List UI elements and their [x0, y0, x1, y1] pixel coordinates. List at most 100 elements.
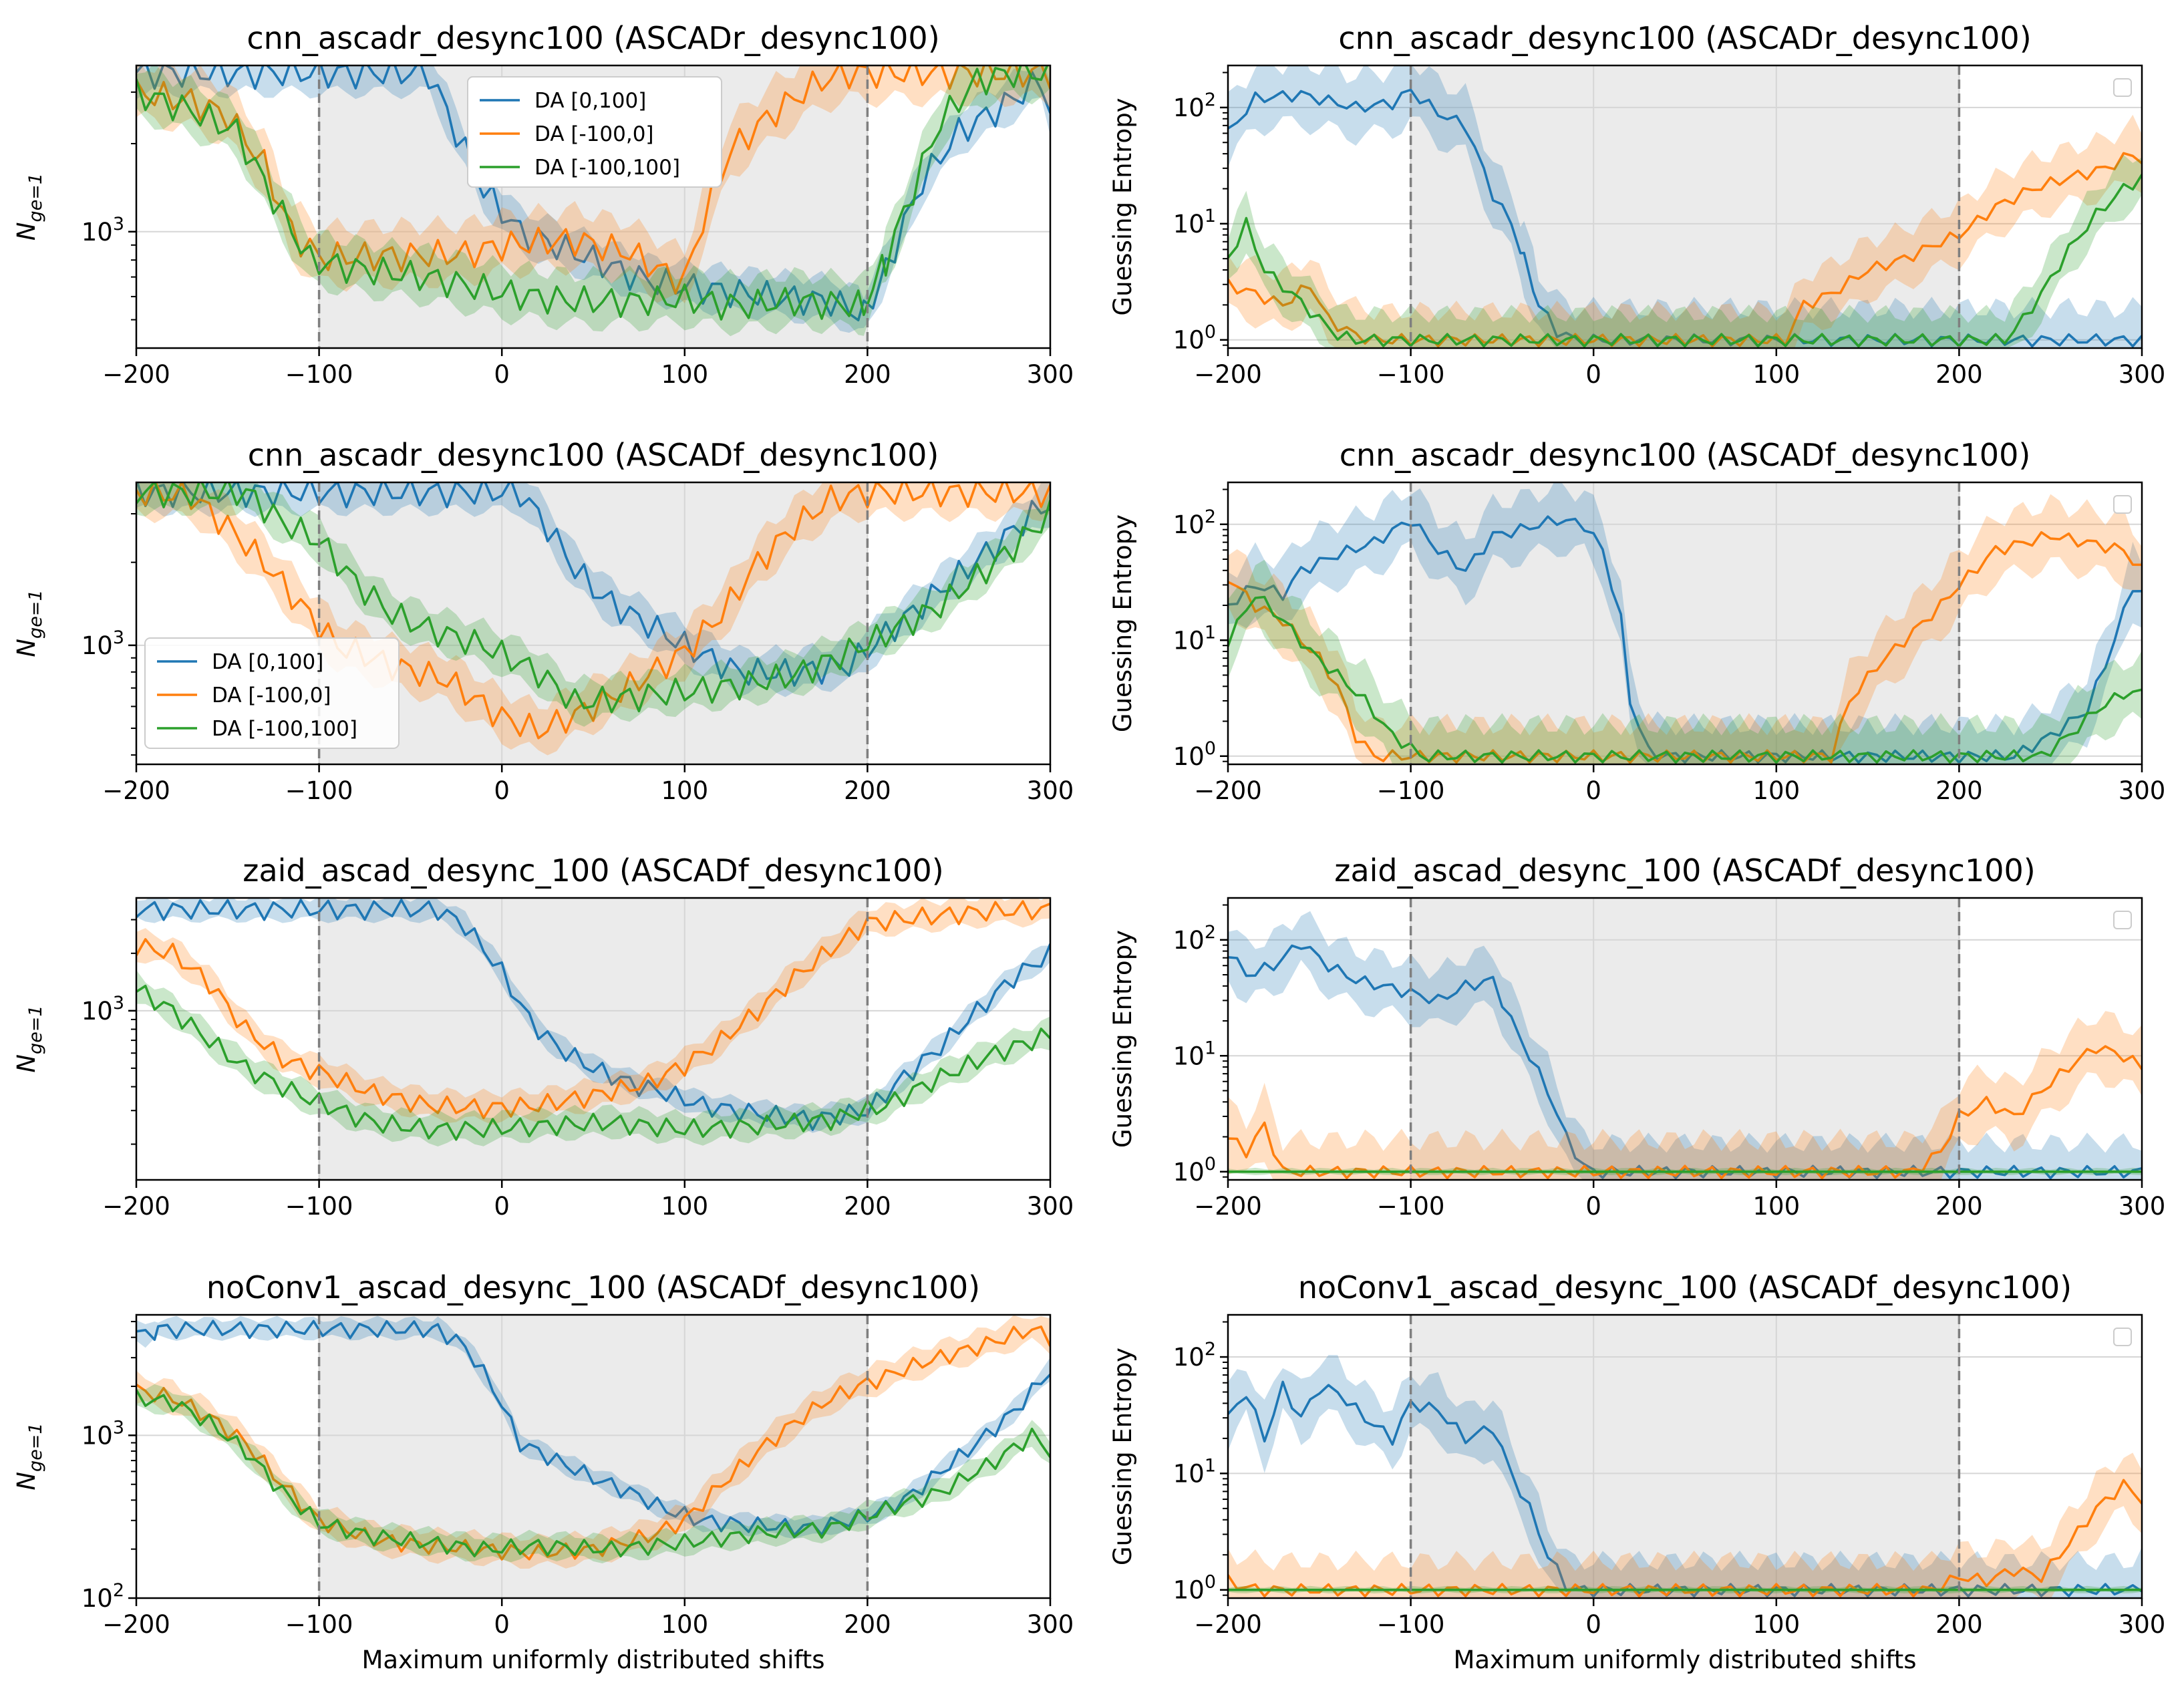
confidence-band	[136, 1384, 1050, 1563]
y-tick-label: 101	[1173, 206, 1216, 239]
legend-label: DA [0,100]	[212, 650, 323, 674]
confidence-band	[1228, 494, 2142, 764]
x-tick-label: −100	[1377, 1610, 1445, 1639]
legend: DA [0,100] DA [-100,0] DA [-100,100]	[144, 637, 400, 749]
confidence-band	[136, 482, 1050, 698]
shaded-region	[1410, 898, 1960, 1180]
series-line	[1228, 595, 2142, 764]
confidence-band	[1228, 65, 2142, 348]
x-tick-label: 300	[1027, 1610, 1074, 1639]
legend-box	[144, 637, 400, 749]
confidence-band	[136, 898, 1050, 1125]
x-tick-label: 0	[494, 1610, 510, 1639]
y-axis-label: Guessing Entropy	[1108, 930, 1137, 1148]
subplot-3: −200 −100 0 100 200 300 103 cnn_ascadr_desync10…	[12, 437, 1074, 805]
x-tick-label: −200	[102, 1192, 170, 1221]
series-line	[1228, 174, 2142, 348]
series-line	[136, 984, 1050, 1141]
y-tick-label: 103	[82, 993, 124, 1026]
x-tick-label: 200	[1935, 776, 1983, 805]
confidence-band	[1228, 1452, 2142, 1598]
y-axis-label: Nge=1	[12, 1422, 46, 1490]
series-group	[1228, 911, 2142, 1180]
y-tick-label: 102	[1173, 922, 1216, 955]
series-line	[136, 1326, 1050, 1561]
x-tick-label: 200	[1935, 360, 1983, 389]
series-line	[136, 1389, 1050, 1558]
confidence-band	[136, 1315, 1050, 1539]
legend-label: DA [-100,100]	[212, 717, 357, 741]
y-axis-label: Nge=1	[12, 1005, 46, 1072]
x-tick-label: 0	[1585, 776, 1601, 805]
x-tick-label: 200	[1935, 1192, 1983, 1221]
x-tick-label: −100	[1377, 360, 1445, 389]
x-tick-label: 300	[2119, 1192, 2166, 1221]
shaded-region	[1410, 1315, 1960, 1598]
series-line	[1228, 1380, 2142, 1598]
x-tick-label: 0	[494, 1192, 510, 1221]
x-tick-label: −200	[1194, 776, 1262, 805]
confidence-band	[1228, 114, 2142, 348]
legend-label: DA [0,100]	[534, 89, 646, 113]
x-tick-label: −200	[102, 776, 170, 805]
subplot-1: −200 −100 0 100 200 300 103 cnn_ascadr_desync10…	[12, 20, 1074, 389]
empty-legend-box	[2113, 911, 2132, 929]
x-axis-label: Maximum uniformly distributed shifts	[1453, 1646, 1916, 1674]
legend-label: DA [-100,0]	[534, 122, 654, 146]
x-tick-label: −200	[102, 360, 170, 389]
subplot-4: −200 −100 0 100 200 300 100 101 102 cnn_ascadr_de…	[1108, 437, 2165, 805]
series-line	[1228, 1479, 2142, 1598]
x-tick-label: −100	[285, 360, 353, 389]
series-line	[1228, 531, 2142, 764]
legend-box	[467, 76, 722, 188]
subplot-8: −200 −100 0 100 200 300 100 101 102 noConv1_ascad…	[1108, 1269, 2165, 1674]
confidence-band	[136, 482, 1050, 727]
y-tick-label: 103	[82, 214, 124, 247]
confidence-band	[1228, 911, 2142, 1180]
y-axis-label: Nge=1	[12, 589, 46, 657]
series-line	[1228, 1045, 2142, 1180]
x-tick-label: −200	[102, 1610, 170, 1639]
axes-frame	[1227, 481, 2143, 766]
series-line	[136, 65, 1050, 321]
axes-frame	[135, 481, 1052, 766]
empty-legend-box	[2113, 78, 2132, 97]
shaded-region	[1410, 482, 1960, 764]
axes-frame	[1227, 897, 2143, 1181]
subplot-title: zaid_ascad_desync_100 (ASCADf_desync100)	[1334, 853, 2035, 889]
x-tick-label: 300	[2119, 776, 2166, 805]
axes-frame	[135, 64, 1052, 349]
confidence-band	[1228, 482, 2142, 764]
series-line	[1228, 944, 2142, 1180]
confidence-band	[1228, 1355, 2142, 1598]
x-tick-label: −100	[1377, 776, 1445, 805]
series-line	[136, 482, 1050, 714]
x-tick-label: 100	[661, 1610, 708, 1639]
empty-legend-box	[2113, 495, 2132, 514]
subplot-title: cnn_ascadr_desync100 (ASCADf_desync100)	[248, 437, 939, 473]
x-tick-label: −200	[1194, 360, 1262, 389]
x-tick-label: 100	[1752, 360, 1800, 389]
subplot-title: noConv1_ascad_desync_100 (ASCADf_desync1…	[206, 1269, 980, 1305]
series-line	[136, 65, 1049, 321]
x-tick-label: 300	[1027, 776, 1074, 805]
subplot-title: cnn_ascadr_desync100 (ASCADr_desync100)	[247, 20, 939, 56]
confidence-band	[1228, 1011, 2142, 1180]
x-tick-label: 0	[1585, 1192, 1601, 1221]
y-tick-label: 103	[82, 1417, 124, 1450]
series-group	[1228, 65, 2142, 348]
x-tick-label: 200	[844, 360, 891, 389]
series-line	[1228, 515, 2142, 764]
series-group	[136, 1315, 1050, 1569]
axes-frame	[1227, 1313, 2143, 1599]
empty-legend-box	[2113, 1328, 2132, 1346]
series-group	[136, 482, 1050, 756]
x-tick-label: 300	[1027, 360, 1074, 389]
series-line	[1228, 152, 2142, 348]
y-tick-label: 100	[1173, 1572, 1216, 1605]
x-tick-label: 200	[844, 1192, 891, 1221]
series-line	[136, 482, 1050, 740]
x-tick-label: 100	[661, 360, 708, 389]
series-line	[136, 899, 1050, 1131]
